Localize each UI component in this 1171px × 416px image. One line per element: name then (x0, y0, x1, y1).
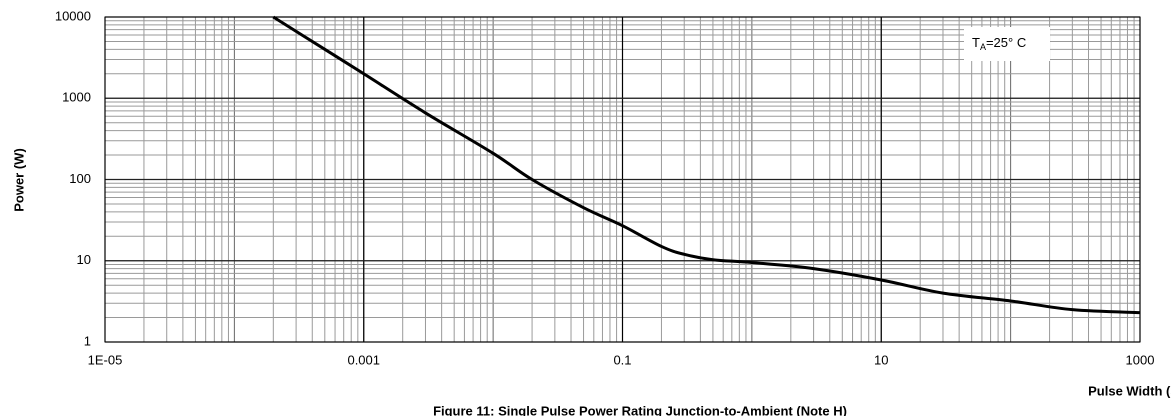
grid (104, 16, 1141, 343)
x-axis-title: Pulse Width (s) (1088, 383, 1171, 398)
y-tick-label: 100 (69, 171, 91, 186)
y-tick-label: 10 (77, 252, 91, 267)
chart-title: Figure 11: Single Pulse Power Rating Jun… (433, 403, 847, 416)
y-axis-title: Power (W) (11, 148, 26, 212)
y-tick-label: 10000 (55, 8, 91, 23)
x-tick-label: 1000 (1126, 352, 1155, 367)
annotation-box (964, 27, 1050, 61)
x-tick-label: 10 (874, 352, 888, 367)
y-tick-label: 1000 (62, 90, 91, 105)
annotation: TA=25° C (972, 35, 1026, 52)
x-tick-label: 0.1 (613, 352, 631, 367)
marks (272, 15, 1141, 315)
line (272, 15, 1141, 315)
annotation-main: T (972, 35, 980, 50)
x-tick-label: 1E-05 (88, 352, 123, 367)
annotation-rest: =25° C (986, 35, 1026, 50)
x-tick-label: 0.001 (347, 352, 380, 367)
y-tick-label: 1 (84, 333, 91, 348)
annotation-sub: A (980, 42, 986, 52)
plot-frame (104, 16, 1141, 343)
